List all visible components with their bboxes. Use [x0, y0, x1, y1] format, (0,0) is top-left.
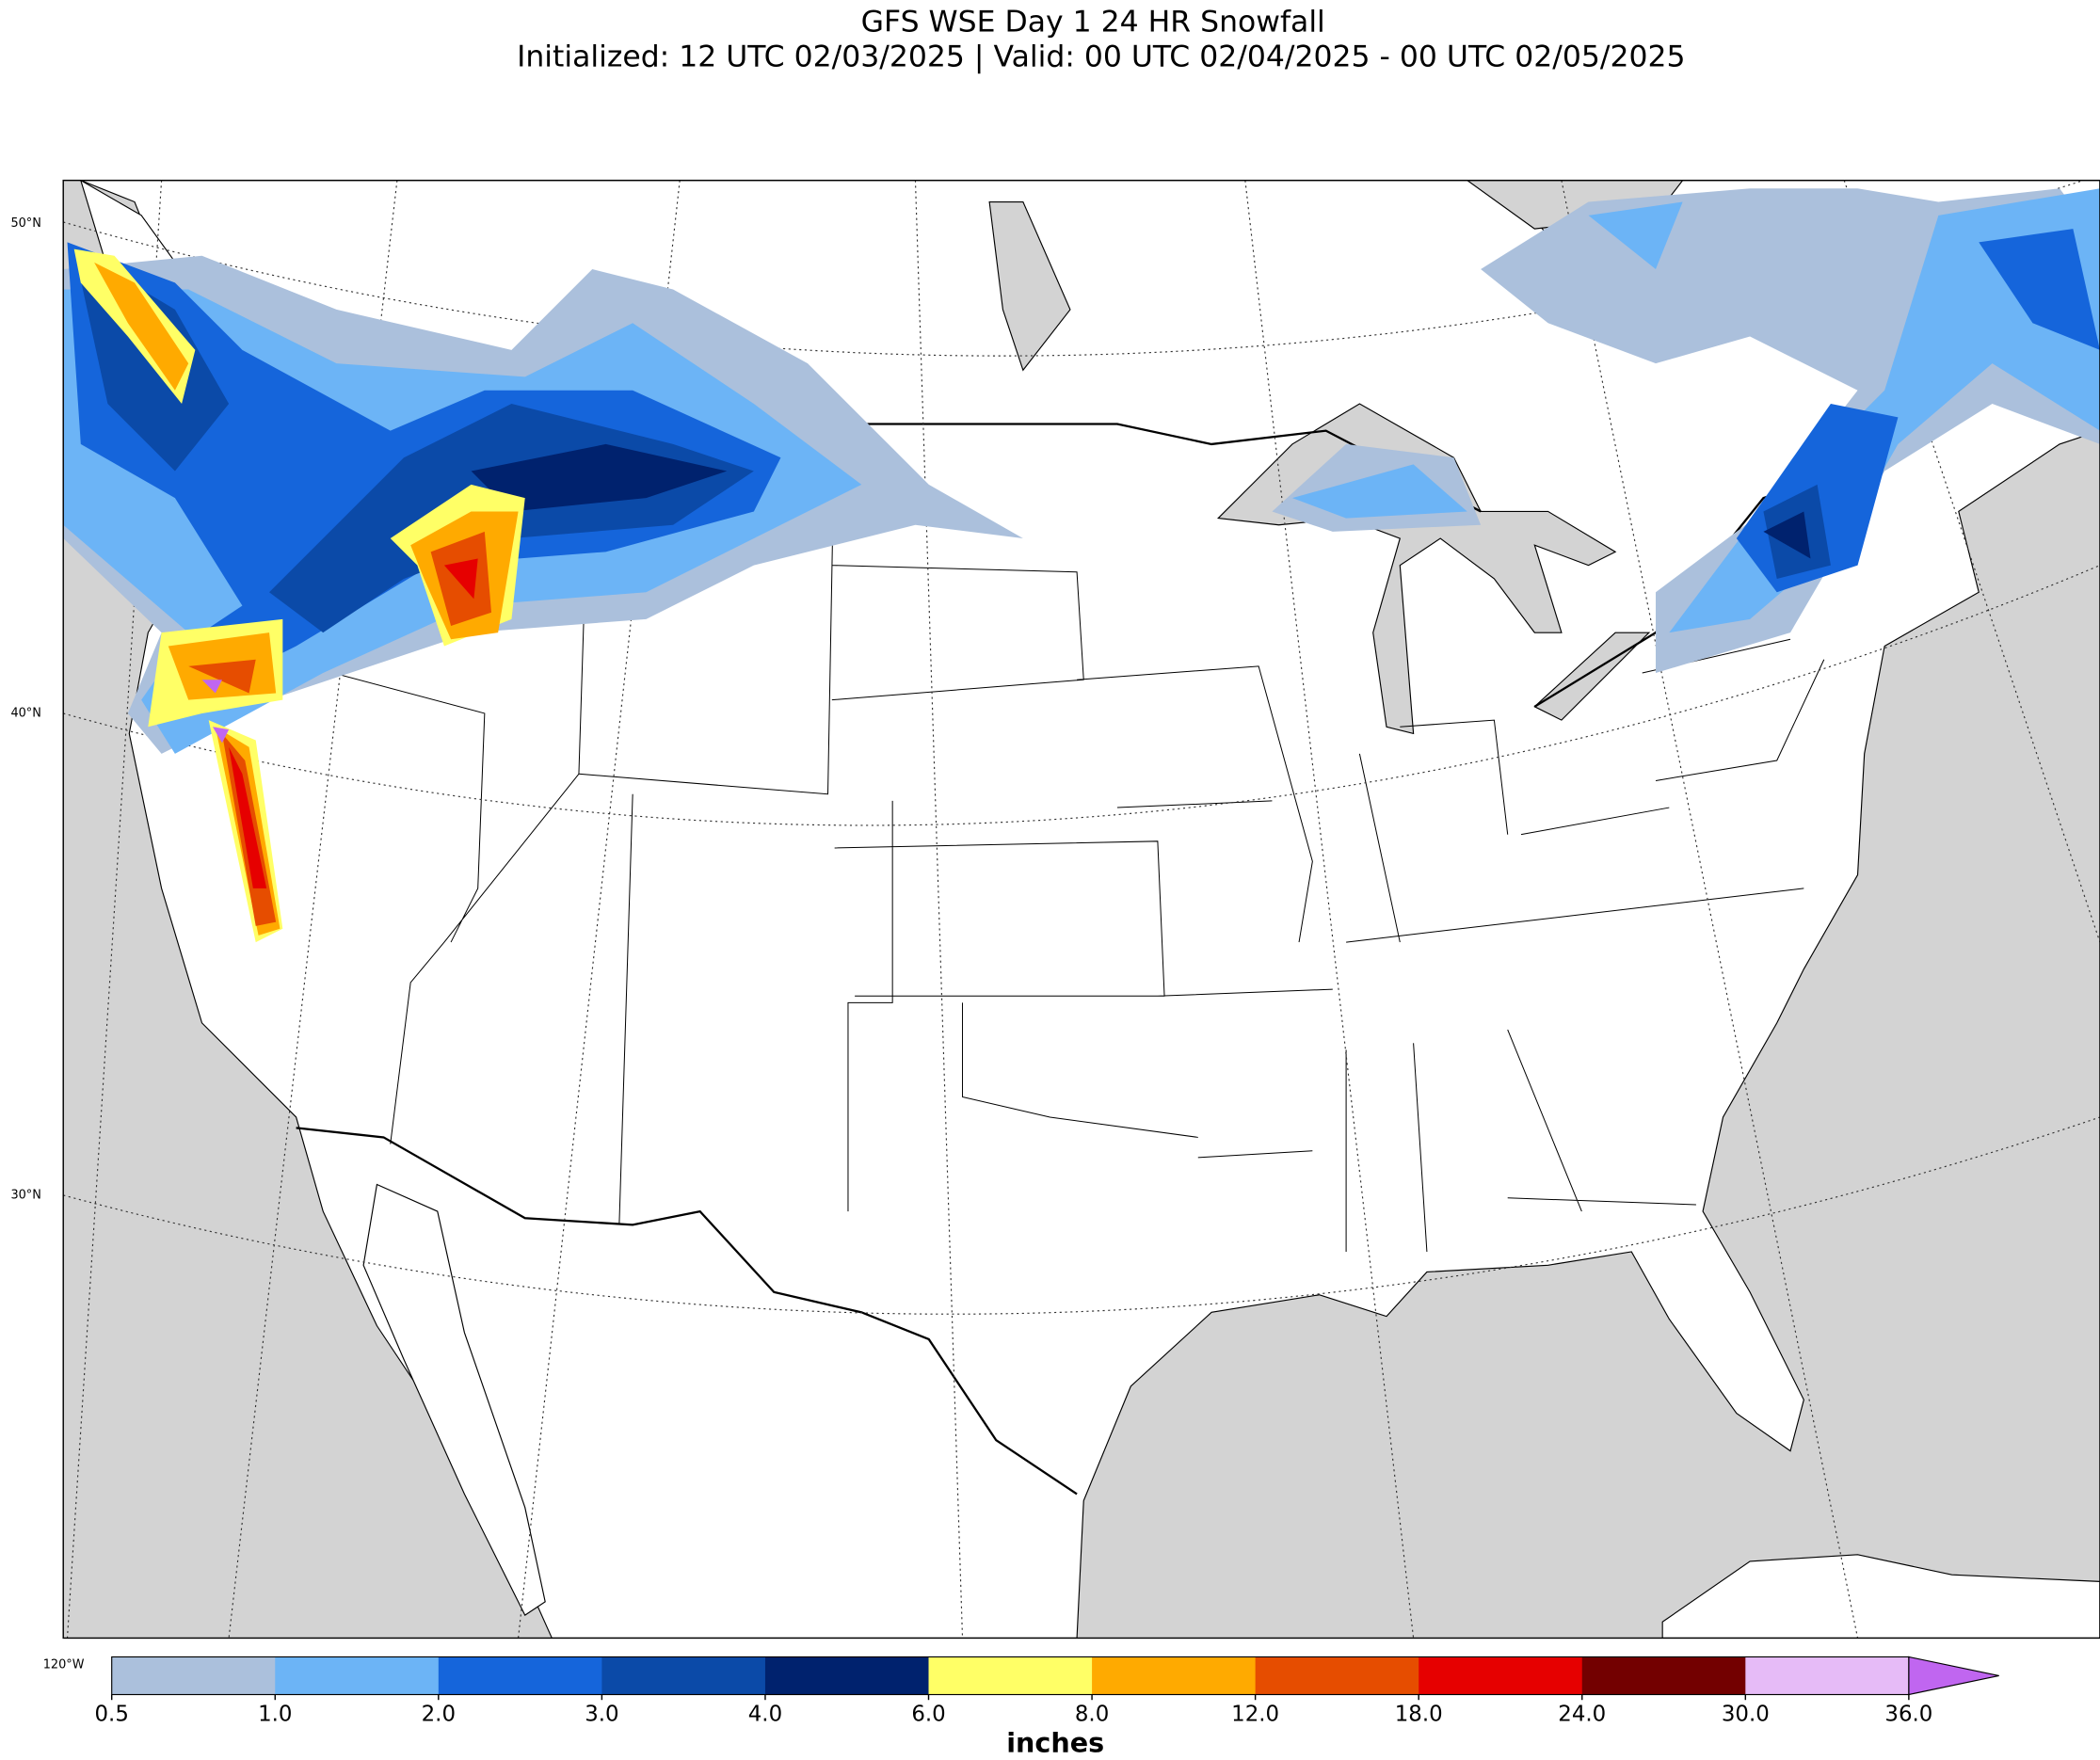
colorbar-extend	[1908, 1656, 1999, 1696]
colorbar-outline	[111, 1656, 1910, 1696]
colorbar-tick-label: 3.0	[585, 1702, 618, 1726]
colorbar-tick-label: 2.0	[422, 1702, 456, 1726]
colorbar-segment	[111, 1656, 276, 1695]
colorbar-tick-label: 24.0	[1558, 1702, 1606, 1726]
lat-label: 50°N	[10, 216, 40, 231]
colorbar-tick-label: 18.0	[1395, 1702, 1443, 1726]
colorbar-tick-label: 30.0	[1722, 1702, 1770, 1726]
colorbar: 0.5 1.0 2.0 3.0 4.0 6.0 8.0 12.0 18.0 24.0 30.0 36.…	[95, 1656, 1999, 1726]
colorbar-tick-label: 6.0	[911, 1702, 945, 1726]
colorbar-tick-label: 12.0	[1231, 1702, 1279, 1726]
lon-label: 120°W	[43, 1658, 85, 1672]
lat-label: 30°N	[10, 1188, 40, 1202]
colorbar-label: inches	[1006, 1726, 1104, 1758]
lat-label: 40°N	[10, 706, 40, 720]
graticule	[63, 180, 2100, 1639]
colorbar-segment	[601, 1656, 766, 1695]
map	[63, 180, 2100, 1639]
colorbar-segment	[1745, 1656, 1910, 1695]
figure: GFS WSE Day 1 24 HR Snowfall Initialized…	[10, 5, 2100, 1758]
snowfall	[63, 188, 2100, 943]
colorbar-segment	[1419, 1656, 1583, 1695]
colorbar-segment	[275, 1656, 440, 1695]
colorbar-tick-label: 0.5	[95, 1702, 129, 1726]
colorbar-tick-label: 4.0	[748, 1702, 782, 1726]
colorbar-tick-label: 8.0	[1075, 1702, 1109, 1726]
title: GFS WSE Day 1 24 HR Snowfall	[861, 5, 1325, 39]
colorbar-tick-label: 1.0	[258, 1702, 292, 1726]
colorbar-segment	[1255, 1656, 1419, 1695]
colorbar-segment	[1092, 1656, 1257, 1695]
colorbar-segment	[764, 1656, 930, 1695]
colorbar-segment	[1581, 1656, 1747, 1695]
colorbar-segment	[438, 1656, 603, 1695]
colorbar-segment	[928, 1656, 1093, 1695]
lat-labels: 50°N 40°N 30°N	[10, 216, 40, 1203]
colorbar-tick-label: 36.0	[1884, 1702, 1932, 1726]
subtitle: Initialized: 12 UTC 02/03/2025 | Valid: …	[517, 40, 1686, 73]
baja	[362, 1183, 546, 1616]
cuba	[1661, 1554, 2100, 1639]
